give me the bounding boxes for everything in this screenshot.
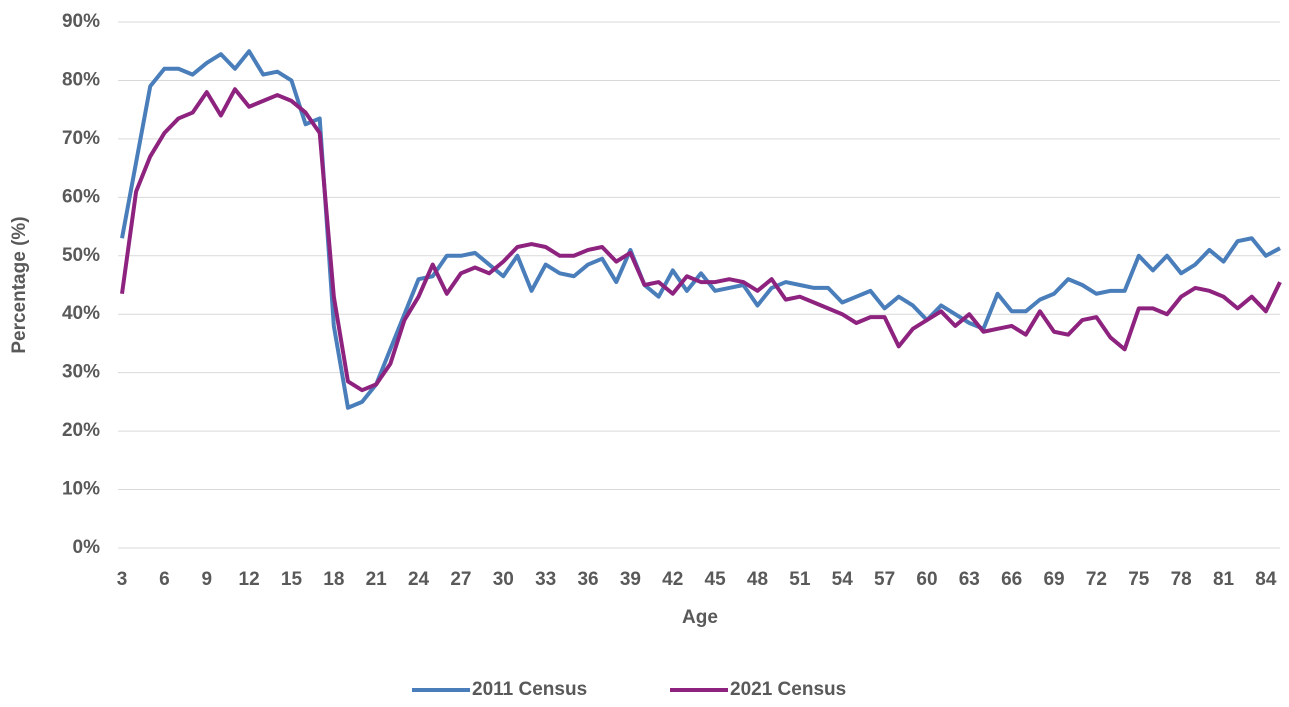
y-tick-label: 40% bbox=[62, 303, 100, 324]
y-tick-label: 90% bbox=[62, 11, 100, 32]
x-tick-label: 54 bbox=[832, 569, 854, 590]
x-tick-label: 18 bbox=[323, 569, 344, 590]
series-line bbox=[120, 87, 1282, 393]
x-tick-label: 24 bbox=[408, 569, 430, 590]
x-tick-label: 60 bbox=[916, 569, 937, 590]
y-tick-label: 10% bbox=[62, 479, 100, 500]
x-tick-label: 27 bbox=[450, 569, 471, 590]
y-tick-label: 70% bbox=[62, 128, 100, 149]
x-tick-label: 48 bbox=[747, 569, 768, 590]
x-tick-label: 21 bbox=[366, 569, 388, 590]
y-tick-label: 0% bbox=[73, 537, 101, 558]
x-tick-label: 42 bbox=[662, 569, 683, 590]
x-tick-label: 12 bbox=[239, 569, 260, 590]
x-tick-label: 72 bbox=[1086, 569, 1107, 590]
x-tick-label: 57 bbox=[874, 569, 895, 590]
y-tick-label: 30% bbox=[62, 362, 100, 383]
x-tick-label: 36 bbox=[577, 569, 598, 590]
x-tick-label: 84 bbox=[1255, 569, 1277, 590]
x-tick-label: 78 bbox=[1171, 569, 1192, 590]
x-tick-label: 30 bbox=[493, 569, 514, 590]
x-tick-label: 33 bbox=[535, 569, 556, 590]
x-tick-label: 45 bbox=[705, 569, 727, 590]
y-tick-label: 50% bbox=[62, 245, 100, 266]
legend-label: 2021 Census bbox=[730, 679, 846, 700]
x-tick-label: 9 bbox=[201, 569, 212, 590]
x-tick-label: 81 bbox=[1213, 569, 1235, 590]
x-axis-label: Age bbox=[682, 607, 718, 628]
series-line bbox=[120, 49, 1281, 410]
x-tick-label: 69 bbox=[1043, 569, 1064, 590]
x-tick-label: 66 bbox=[1001, 569, 1022, 590]
x-tick-label: 39 bbox=[620, 569, 641, 590]
legend-label: 2011 Census bbox=[472, 679, 587, 700]
x-tick-label: 3 bbox=[117, 569, 128, 590]
x-tick-label: 51 bbox=[789, 569, 811, 590]
x-tick-label: 6 bbox=[159, 569, 170, 590]
x-tick-label: 63 bbox=[959, 569, 980, 590]
y-axis-label: Percentage (%) bbox=[9, 216, 30, 353]
y-tick-label: 80% bbox=[62, 69, 100, 90]
y-tick-label: 60% bbox=[62, 186, 100, 207]
x-tick-label: 75 bbox=[1128, 569, 1150, 590]
x-tick-label: 15 bbox=[281, 569, 303, 590]
y-tick-label: 20% bbox=[62, 420, 100, 441]
